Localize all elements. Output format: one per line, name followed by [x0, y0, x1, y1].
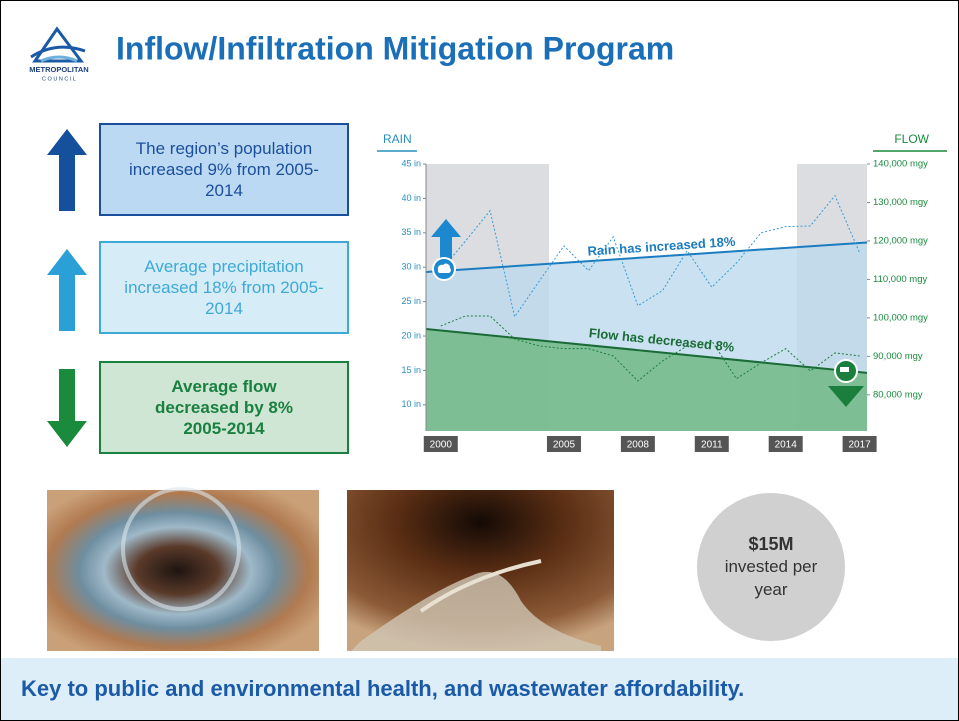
pipe-photo [47, 487, 319, 651]
footer-text: Key to public and environmental health, … [21, 676, 745, 701]
y2-tick-label: 100,000 mgy [873, 312, 928, 323]
up-arrow [47, 249, 87, 331]
x-tick [423, 436, 458, 452]
y2-tick-label: 80,000 mgy [873, 389, 923, 400]
flow-icon [828, 359, 864, 407]
callout: Average precipitation increased 18% from… [99, 241, 349, 334]
x-tick-label: 2008 [627, 440, 650, 451]
trend-line [425, 241, 868, 274]
y-tick-label: 20 in [401, 330, 421, 340]
logo-name: METROPOLITAN [29, 65, 88, 74]
footer: Key to public and environmental health, … [1, 658, 958, 720]
data-line [440, 315, 860, 382]
x-tick-label: 2000 [430, 440, 453, 451]
trend-area [426, 329, 867, 431]
y2-tick-label: 130,000 mgy [873, 197, 928, 208]
data-line [440, 194, 861, 318]
title: Inflow/Infiltration Mitigation Program [116, 30, 674, 66]
badge-amount: $15M [748, 533, 794, 554]
logo-sub: C O U N C I L [42, 76, 76, 82]
y-tick-label: 10 in [401, 399, 421, 409]
callout: Average flow decreased by 8% 2005-2014 [99, 361, 349, 454]
y-tick-label: 40 in [401, 193, 421, 203]
logo: METROPOLITAN C O U N C I L [29, 26, 89, 82]
y2-tick-label: 110,000 mgy [873, 274, 927, 285]
y-tick-label: 15 in [401, 365, 421, 375]
pipe-photo [347, 490, 614, 651]
x-tick [842, 436, 877, 452]
x-tick [768, 436, 803, 452]
callout: The region’s population increased 9% fro… [99, 123, 349, 216]
x-tick-label: 2017 [848, 440, 871, 451]
x-tick [546, 436, 581, 452]
y2-axis-label: FLOW [894, 132, 929, 146]
up-arrow [47, 129, 87, 211]
y2-tick-label: 140,000 mgy [873, 159, 928, 170]
trend-line [425, 328, 868, 374]
x-tick-label: 2014 [775, 440, 798, 451]
y-tick-label: 25 in [401, 296, 421, 306]
y-tick-label: 35 in [401, 227, 421, 237]
badge-text: invested per year [724, 556, 818, 599]
x-tick [620, 436, 655, 452]
y-tick-label: 45 in [401, 158, 421, 168]
x-tick-label: 2005 [553, 440, 576, 451]
x-tick [694, 436, 729, 452]
down-arrow [47, 369, 87, 447]
x-tick-label: 2011 [701, 440, 723, 451]
rain-icon [431, 219, 461, 281]
y-axis-label: RAIN [383, 132, 412, 146]
y2-tick-label: 90,000 mgy [873, 351, 923, 362]
y-tick-label: 30 in [401, 262, 421, 272]
badge: $15M invested per year [697, 493, 845, 641]
y2-tick-label: 120,000 mgy [873, 235, 928, 246]
